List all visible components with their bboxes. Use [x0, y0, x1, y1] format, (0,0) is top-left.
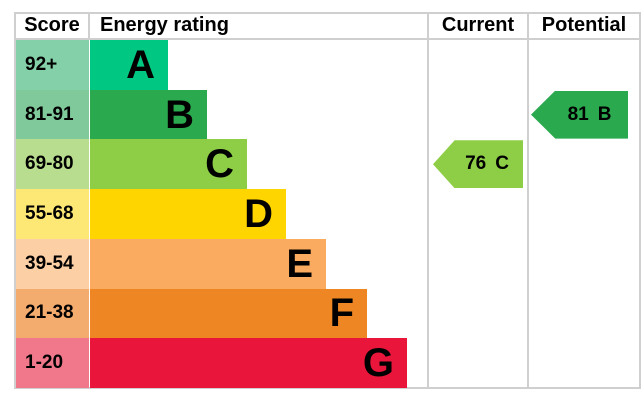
energy-rating-column-header: Energy rating — [100, 13, 229, 36]
band-row: 21-38 F — [16, 288, 516, 339]
rating-bar: G — [90, 338, 407, 389]
score-range-cell: 39-54 — [16, 238, 89, 289]
potential-rating-letter: B — [597, 103, 612, 125]
rating-letter: C — [205, 142, 234, 187]
band-row: 92+ A — [16, 40, 516, 90]
score-column-header: Score — [24, 13, 80, 36]
score-range-label: 1-20 — [25, 352, 64, 374]
current-rating-arrow: 76 C — [433, 140, 523, 189]
rating-bar: A — [90, 40, 168, 90]
score-range-cell: 69-80 — [16, 139, 89, 190]
score-column-divider — [88, 12, 90, 40]
rating-letter: A — [126, 42, 155, 87]
potential-rating-value: 81 — [567, 103, 589, 125]
score-range-cell: 21-38 — [16, 288, 89, 339]
current-column-header: Current — [441, 13, 515, 36]
header-divider-line — [14, 38, 641, 40]
rating-letter: E — [286, 241, 313, 286]
current-rating-letter: C — [495, 153, 509, 175]
rating-bar: C — [90, 139, 247, 190]
potential-column-header: Potential — [541, 13, 627, 36]
score-range-label: 55-68 — [25, 203, 74, 225]
band-row: 55-68 D — [16, 189, 516, 239]
table-border-right — [639, 12, 641, 389]
score-range-cell: 81-91 — [16, 89, 89, 140]
score-range-label: 69-80 — [25, 153, 74, 175]
rating-bar: D — [90, 189, 286, 239]
rating-letter: B — [165, 92, 194, 137]
current-column-divider — [427, 12, 429, 389]
potential-rating-arrow: 81 B — [531, 90, 628, 139]
rating-letter: G — [362, 341, 394, 386]
table-border-left — [14, 12, 16, 389]
rating-letter: F — [329, 291, 354, 336]
rating-bar: E — [90, 238, 326, 289]
rating-letter: D — [244, 192, 273, 237]
score-range-label: 81-91 — [25, 103, 74, 125]
band-rows: 92+ A 81-91 B 69-80 C 55-68 D 39-54 — [16, 40, 516, 389]
score-range-cell: 92+ — [16, 40, 89, 90]
potential-column-divider — [527, 12, 529, 389]
score-range-label: 92+ — [25, 53, 58, 75]
band-row: 69-80 C — [16, 139, 516, 190]
band-row: 81-91 B — [16, 89, 516, 140]
current-rating-value: 76 — [465, 153, 487, 175]
score-range-label: 21-38 — [25, 302, 74, 324]
band-row: 1-20 G — [16, 338, 516, 389]
rating-bar: F — [90, 288, 367, 339]
band-row: 39-54 E — [16, 238, 516, 289]
rating-bar: B — [90, 89, 207, 140]
table-border-top — [14, 12, 641, 14]
score-range-cell: 1-20 — [16, 338, 89, 389]
score-range-cell: 55-68 — [16, 189, 89, 239]
score-range-label: 39-54 — [25, 252, 74, 274]
